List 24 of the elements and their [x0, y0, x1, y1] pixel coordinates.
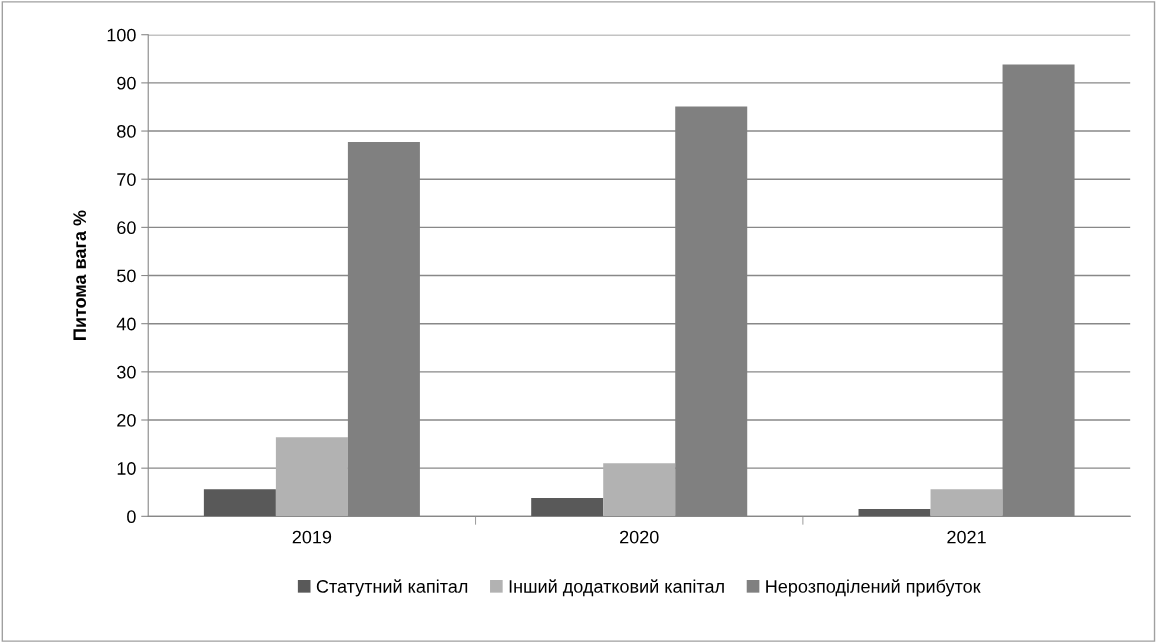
- x-tick-label: 2020: [620, 530, 659, 544]
- x-tick-label: 2021: [947, 530, 986, 544]
- y-tick-label: 90: [117, 76, 136, 90]
- bar: [203, 489, 276, 517]
- bar: [275, 437, 348, 517]
- y-tick-label: 60: [117, 221, 136, 235]
- bar: [531, 498, 604, 517]
- legend-label: Інший додатковий капітал: [509, 579, 724, 597]
- legend-label: Статутний капітал: [316, 579, 468, 597]
- y-axis-title: Питома вага %: [73, 210, 87, 340]
- y-tick-label: 30: [117, 365, 136, 379]
- y-tick-label: 50: [117, 269, 136, 283]
- y-tick-label: 0: [127, 510, 136, 524]
- bar: [930, 489, 1003, 517]
- y-tick-label: 80: [117, 124, 136, 138]
- bar: [603, 463, 676, 517]
- y-tick-label: 70: [117, 173, 136, 186]
- y-tick-label: 40: [116, 317, 136, 331]
- y-tick-label: 100: [107, 28, 136, 42]
- y-tick-label: 20: [117, 413, 136, 427]
- bar: [858, 509, 931, 517]
- x-tick-label: 2019: [292, 530, 332, 544]
- legend-label: Нерозподілений прибуток: [766, 579, 981, 597]
- y-tick-label: 10: [117, 462, 136, 475]
